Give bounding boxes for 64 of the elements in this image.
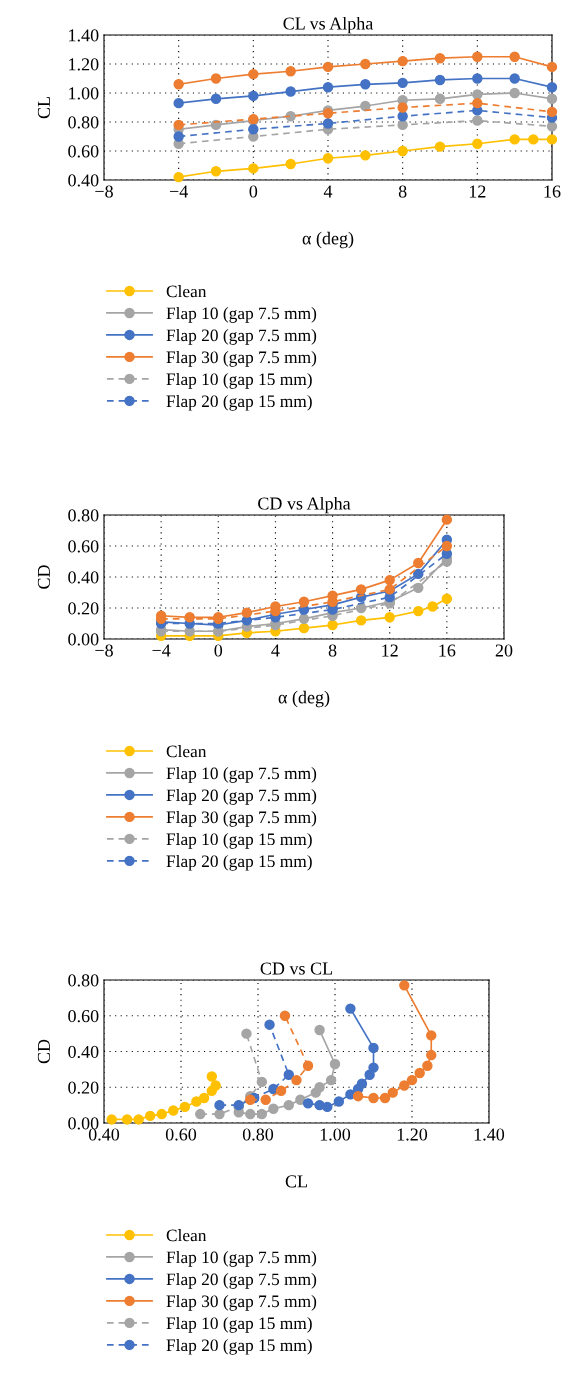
x-tick-label: 12: [382, 644, 398, 657]
x-tick-label: 1.20: [397, 1128, 428, 1141]
legend-label: Flap 10 (gap 15 mm): [166, 832, 312, 849]
legend-label: Clean: [166, 285, 207, 298]
x-tick-label: 0.60: [165, 1128, 197, 1141]
y-tick-label: 0.60: [68, 145, 99, 158]
x-tick-label: 20: [495, 644, 513, 657]
x-axis-title: CL: [285, 1175, 307, 1188]
y-tick-label: 0.80: [68, 116, 99, 129]
x-tick-label: −8: [95, 644, 113, 657]
x-tick-label: 12: [469, 185, 486, 198]
x-tick-label: 8: [398, 185, 407, 198]
y-axis-title: CD: [37, 1039, 50, 1064]
y-tick-label: 0.60: [68, 1010, 99, 1023]
legend-label: Flap 10 (gap 7.5 mm): [166, 306, 317, 323]
legend-label: Clean: [166, 745, 207, 758]
x-tick-label: 8: [328, 644, 337, 657]
legend-label: Flap 20 (gap 7.5 mm): [166, 328, 317, 345]
x-tick-label: 1.00: [320, 1128, 351, 1141]
y-tick-label: 1.40: [69, 29, 99, 42]
x-tick-label: −8: [95, 185, 113, 198]
x-tick-label: 0.40: [88, 1128, 120, 1141]
legend-label: Flap 30 (gap 7.5 mm): [166, 1294, 317, 1311]
legend-label: Flap 20 (gap 7.5 mm): [166, 1272, 317, 1289]
y-tick-label: 0.20: [68, 1081, 99, 1094]
x-tick-label: 0: [214, 644, 223, 657]
x-tick-label: 4: [323, 185, 333, 198]
legend-label: Flap 30 (gap 7.5 mm): [166, 810, 317, 827]
x-tick-label: −4: [169, 185, 188, 198]
x-tick-label: −4: [152, 644, 171, 657]
y-tick-label: 0.00: [68, 1117, 99, 1130]
legend-label: Flap 20 (gap 15 mm): [166, 394, 312, 411]
legend-label: Flap 20 (gap 7.5 mm): [166, 788, 317, 805]
chart-title: CD vs Alpha: [258, 496, 351, 514]
x-tick-label: 4: [271, 644, 280, 657]
chart-title: CD vs CL: [260, 962, 333, 975]
chart-title: CL vs Alpha: [283, 16, 374, 34]
legend-label: Flap 10 (gap 7.5 mm): [166, 1250, 317, 1267]
y-tick-label: 0.40: [68, 571, 99, 584]
y-tick-label: 0.60: [68, 540, 99, 553]
y-tick-label: 1.00: [69, 87, 99, 100]
legend-label: Flap 10 (gap 15 mm): [166, 372, 312, 389]
x-tick-label: 1.40: [474, 1128, 505, 1141]
y-tick-label: 0.80: [68, 974, 99, 987]
legend-label: Flap 30 (gap 7.5 mm): [166, 350, 317, 367]
x-axis-title: α (deg): [302, 231, 354, 249]
legend-label: Flap 20 (gap 15 mm): [166, 1338, 312, 1355]
x-tick-label: 0.80: [242, 1128, 274, 1141]
x-tick-label: 16: [544, 185, 561, 198]
y-axis-title: CL: [37, 97, 50, 119]
y-tick-label: 0.40: [68, 174, 99, 187]
legend-label: Flap 20 (gap 15 mm): [166, 854, 312, 871]
x-tick-label: 0: [249, 185, 258, 198]
y-tick-label: 0.00: [68, 633, 99, 646]
y-tick-label: 0.20: [68, 602, 99, 615]
x-axis-title: α (deg): [278, 690, 330, 708]
legend-label: Flap 10 (gap 7.5 mm): [166, 766, 317, 783]
y-axis-title: CD: [37, 565, 50, 589]
y-tick-label: 0.80: [68, 509, 99, 522]
x-tick-label: 16: [439, 644, 456, 657]
legend-label: Flap 10 (gap 15 mm): [166, 1316, 312, 1333]
legend-label: Clean: [166, 1229, 207, 1242]
y-tick-label: 1.20: [69, 58, 99, 71]
y-tick-label: 0.40: [68, 1045, 99, 1059]
